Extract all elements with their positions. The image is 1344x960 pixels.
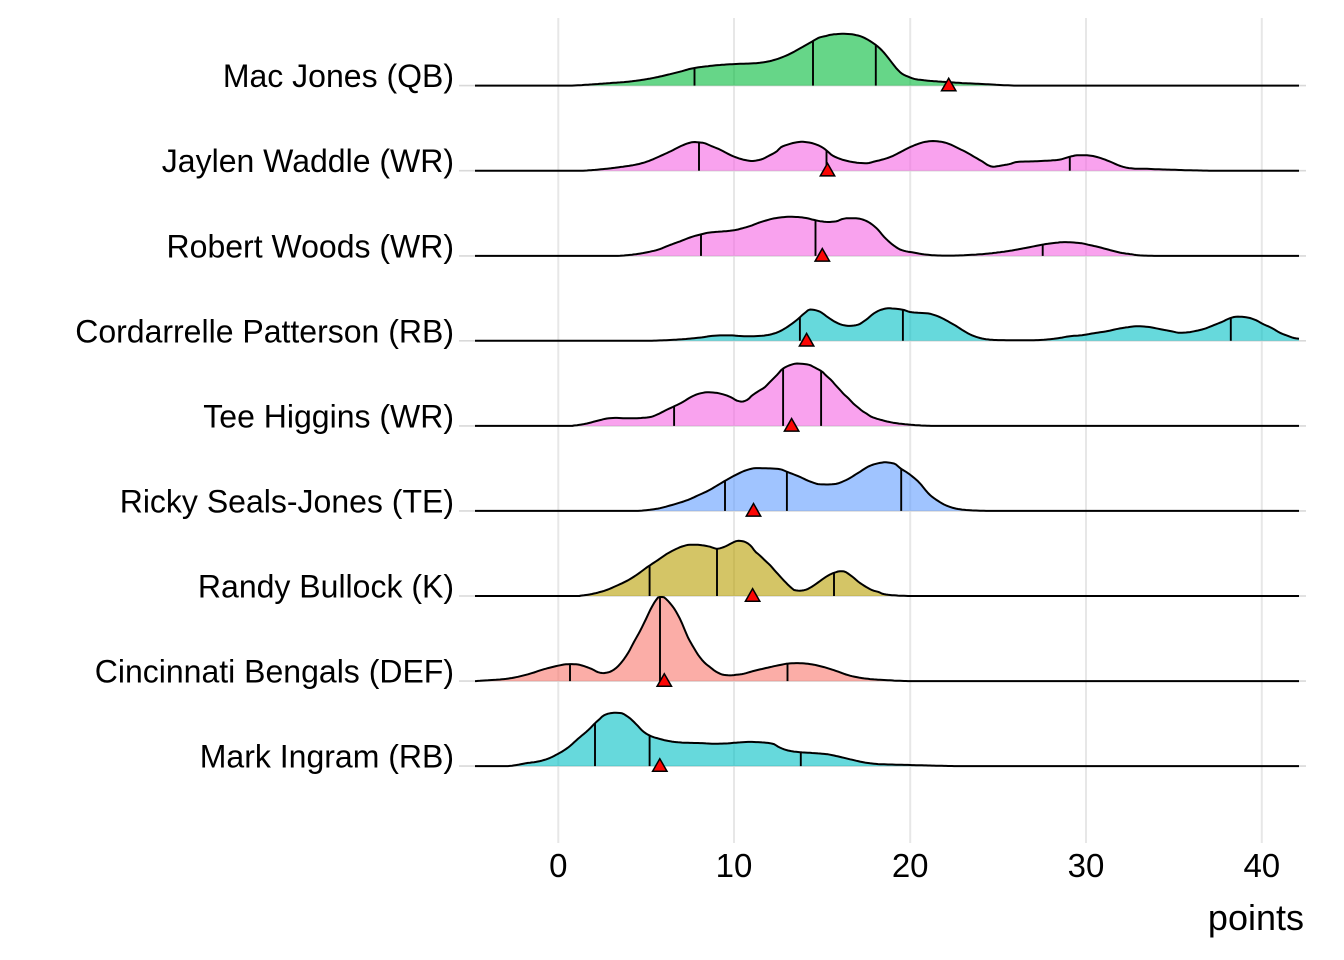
svg-text:30: 30	[1068, 847, 1105, 884]
svg-text:points: points	[1208, 897, 1304, 938]
svg-text:Robert Woods (WR): Robert Woods (WR)	[167, 228, 454, 264]
svg-text:Cordarrelle Patterson (RB): Cordarrelle Patterson (RB)	[75, 313, 454, 349]
svg-text:20: 20	[892, 847, 929, 884]
svg-text:Mac Jones (QB): Mac Jones (QB)	[223, 58, 454, 94]
svg-text:40: 40	[1243, 847, 1280, 884]
svg-text:Cincinnati Bengals (DEF): Cincinnati Bengals (DEF)	[95, 654, 454, 690]
svg-text:Jaylen Waddle (WR): Jaylen Waddle (WR)	[162, 143, 454, 179]
svg-text:Tee Higgins (WR): Tee Higgins (WR)	[203, 398, 454, 434]
svg-text:Mark Ingram (RB): Mark Ingram (RB)	[200, 739, 454, 775]
svg-text:10: 10	[716, 847, 753, 884]
svg-text:0: 0	[549, 847, 567, 884]
svg-text:Randy Bullock (K): Randy Bullock (K)	[198, 569, 454, 605]
svg-text:Ricky Seals-Jones (TE): Ricky Seals-Jones (TE)	[120, 483, 454, 519]
